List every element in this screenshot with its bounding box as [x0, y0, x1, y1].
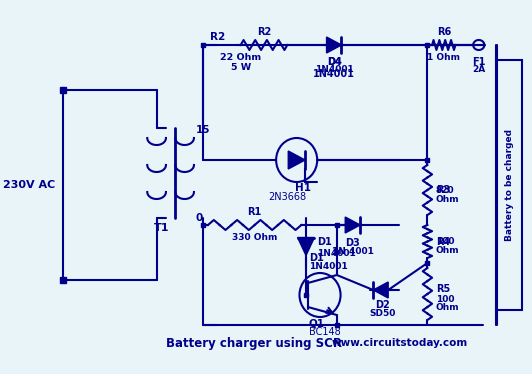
Text: R5: R5 [436, 284, 450, 294]
Text: 2A: 2A [472, 65, 485, 74]
Text: 1 Ohm: 1 Ohm [427, 53, 460, 62]
Text: H1: H1 [295, 183, 311, 193]
Text: 0: 0 [196, 213, 203, 223]
Text: 2N3668: 2N3668 [268, 192, 306, 202]
Text: 1N4001: 1N4001 [309, 262, 347, 271]
Polygon shape [327, 37, 342, 53]
Text: R4: R4 [436, 236, 450, 246]
Text: Ohm: Ohm [436, 246, 460, 255]
Text: D1: D1 [317, 236, 332, 246]
Text: 5 W: 5 W [230, 63, 251, 72]
Text: BC148: BC148 [309, 327, 340, 337]
Text: F1: F1 [472, 57, 486, 67]
Text: 100: 100 [436, 294, 454, 303]
Text: Ohm: Ohm [436, 303, 460, 313]
Text: T1: T1 [154, 223, 169, 233]
Polygon shape [297, 237, 314, 255]
Text: R6: R6 [437, 27, 451, 37]
Text: D2: D2 [375, 300, 390, 310]
Text: D4
1N4001: D4 1N4001 [313, 57, 355, 79]
Text: 820: 820 [436, 186, 454, 194]
Text: Battery to be charged: Battery to be charged [505, 129, 514, 241]
Text: 330 Ohm: 330 Ohm [232, 233, 277, 242]
Text: R1: R1 [247, 207, 262, 217]
Text: 230V AC: 230V AC [4, 180, 56, 190]
Text: Battery charger using SCR: Battery charger using SCR [166, 337, 342, 349]
Text: R2: R2 [257, 27, 271, 37]
Text: 1N4001: 1N4001 [314, 65, 353, 74]
Polygon shape [288, 151, 305, 169]
Polygon shape [345, 217, 360, 233]
Text: 15: 15 [196, 125, 210, 135]
Polygon shape [373, 282, 388, 298]
Text: 100: 100 [436, 237, 454, 246]
Text: R3: R3 [436, 185, 450, 195]
Text: R2: R2 [210, 32, 225, 42]
Text: www.circuitstoday.com: www.circuitstoday.com [331, 338, 468, 348]
Text: 22 Ohm: 22 Ohm [220, 53, 261, 62]
Text: Ohm: Ohm [436, 194, 460, 203]
Text: D3: D3 [345, 238, 360, 248]
Text: Q1: Q1 [309, 318, 325, 328]
Text: D4: D4 [327, 57, 342, 67]
Text: 1N4001: 1N4001 [317, 249, 356, 258]
Text: D1: D1 [309, 253, 323, 263]
Text: 1N 4001: 1N 4001 [332, 247, 373, 256]
Text: SD50: SD50 [369, 309, 396, 318]
